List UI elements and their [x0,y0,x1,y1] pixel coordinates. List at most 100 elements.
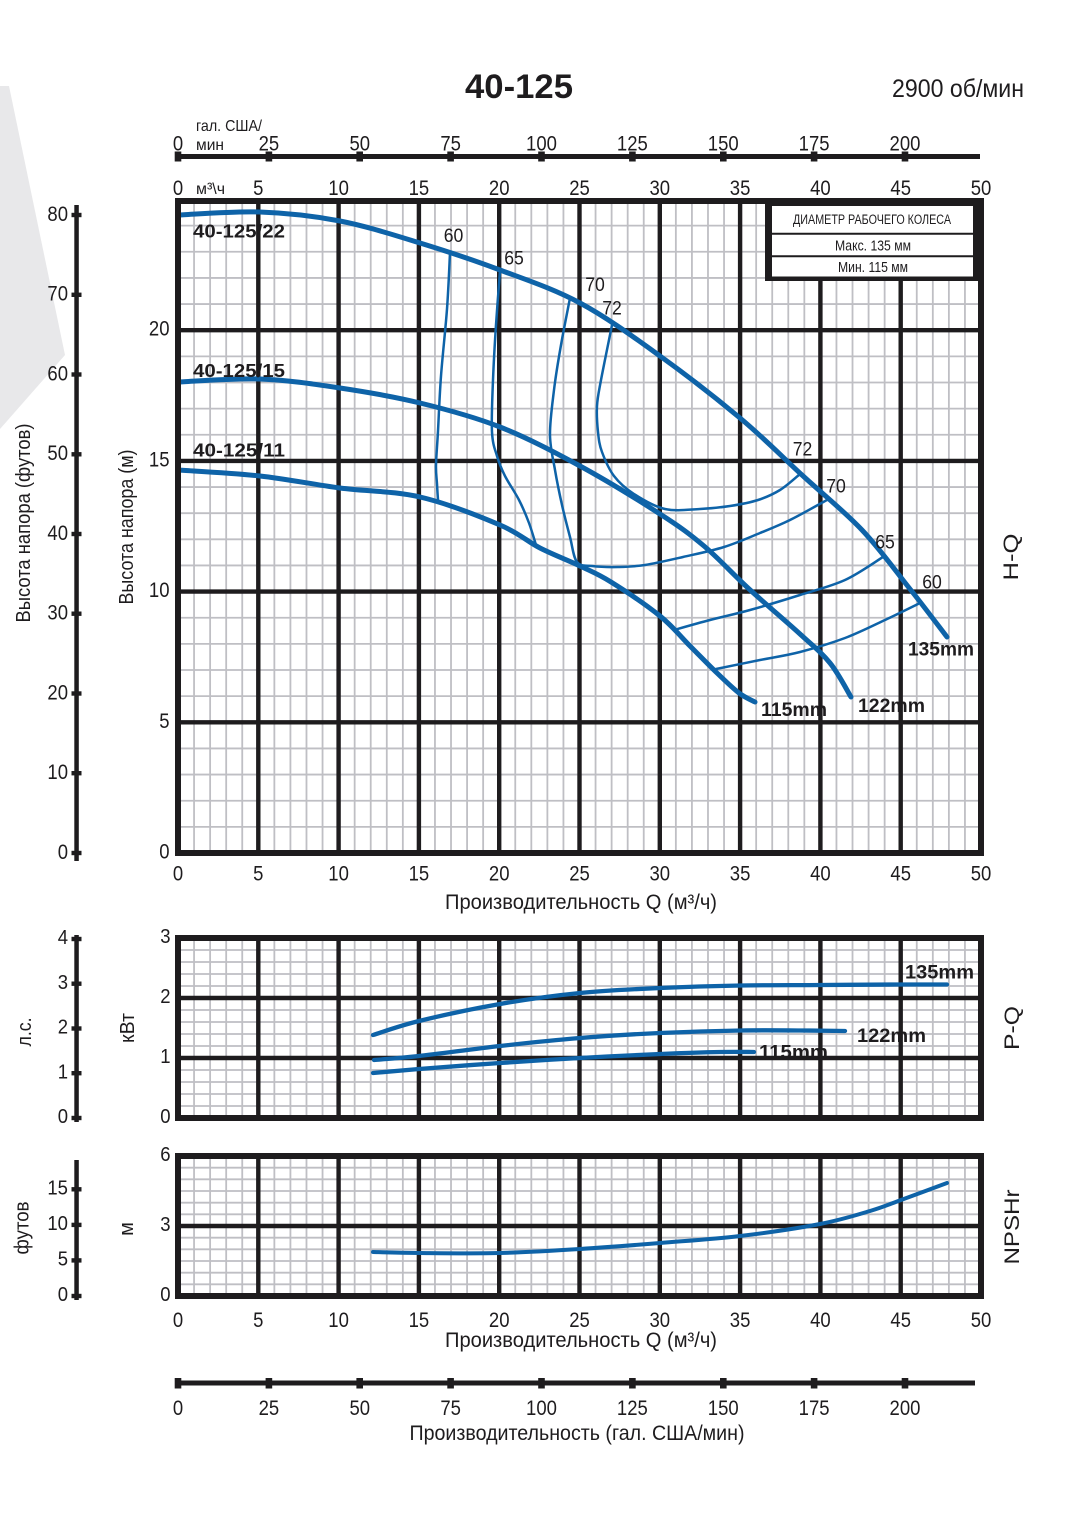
svg-text:м: м [116,1222,138,1236]
svg-text:175: 175 [799,1396,830,1420]
svg-text:Макс. 135 мм: Макс. 135 мм [835,238,911,255]
svg-text:125: 125 [617,132,648,156]
svg-text:20: 20 [149,317,170,341]
svg-text:70: 70 [826,477,846,498]
svg-text:15: 15 [409,1308,430,1332]
svg-text:200: 200 [890,1396,921,1420]
svg-text:40: 40 [810,1308,831,1332]
svg-text:30: 30 [47,601,68,625]
svg-text:30: 30 [650,1308,671,1332]
svg-text:25: 25 [259,132,280,156]
svg-text:100: 100 [526,1396,557,1420]
svg-text:5: 5 [253,1308,263,1332]
svg-text:Высота напора (футов): Высота напора (футов) [13,424,35,623]
svg-text:10: 10 [47,1212,68,1235]
svg-text:15: 15 [409,862,430,886]
svg-text:Производительность (гал. США/м: Производительность (гал. США/мин) [410,1422,745,1445]
svg-text:H-Q: H-Q [1000,534,1023,581]
svg-text:25: 25 [259,1396,280,1420]
svg-text:20: 20 [489,1308,510,1332]
svg-text:0: 0 [173,1396,183,1420]
svg-text:10: 10 [328,1308,349,1332]
svg-text:NPSHr: NPSHr [1001,1189,1024,1264]
svg-text:5: 5 [253,176,263,200]
svg-text:P-Q: P-Q [1001,1006,1024,1050]
svg-text:5: 5 [253,862,263,886]
svg-text:3: 3 [58,971,68,994]
svg-text:135mm: 135mm [905,963,974,984]
svg-text:3: 3 [160,925,170,948]
svg-text:0: 0 [173,132,183,156]
svg-text:65: 65 [875,533,895,554]
svg-text:115mm: 115mm [759,1043,828,1064]
svg-text:4: 4 [58,926,68,949]
svg-text:25: 25 [569,176,590,200]
svg-text:0: 0 [173,176,183,200]
svg-text:л.с.: л.с. [14,1018,36,1047]
svg-text:70: 70 [47,282,68,306]
svg-text:50: 50 [47,441,68,465]
svg-text:35: 35 [730,176,751,200]
svg-text:40: 40 [810,862,831,886]
svg-text:150: 150 [708,132,739,156]
svg-text:Высота напора (м): Высота напора (м) [116,450,138,605]
svg-text:0: 0 [159,840,169,864]
svg-text:65: 65 [504,249,524,270]
svg-text:20: 20 [489,176,510,200]
svg-text:0: 0 [58,1283,68,1306]
svg-text:30: 30 [650,176,671,200]
svg-text:50: 50 [971,862,992,886]
svg-text:2: 2 [160,985,170,1008]
svg-text:35: 35 [730,862,751,886]
svg-text:3: 3 [160,1213,170,1236]
svg-text:10: 10 [328,176,349,200]
svg-text:0: 0 [160,1283,170,1306]
svg-text:25: 25 [569,862,590,886]
svg-text:40-125: 40-125 [465,68,573,106]
svg-text:Производительность Q (м³/ч): Производительность Q (м³/ч) [445,1329,717,1352]
svg-text:20: 20 [47,680,68,704]
svg-text:Производительность Q (м³/ч): Производительность Q (м³/ч) [445,891,717,914]
svg-text:60: 60 [444,226,464,247]
svg-text:10: 10 [328,862,349,886]
svg-text:0: 0 [58,1105,68,1128]
svg-text:75: 75 [440,132,461,156]
svg-text:45: 45 [890,1308,911,1332]
svg-text:2: 2 [58,1016,68,1039]
svg-text:м³\ч: м³\ч [196,181,225,198]
svg-text:125: 125 [617,1396,648,1420]
svg-text:0: 0 [173,1308,183,1332]
svg-text:ДИАМЕТР РАБОЧЕГО КОЛЕСА: ДИАМЕТР РАБОЧЕГО КОЛЕСА [793,212,951,227]
svg-text:15: 15 [409,176,430,200]
svg-text:35: 35 [730,1308,751,1332]
svg-text:122mm: 122mm [858,696,925,717]
svg-text:1: 1 [58,1060,68,1083]
svg-text:футов: футов [12,1202,34,1255]
svg-text:40: 40 [810,176,831,200]
svg-text:40: 40 [47,521,68,545]
svg-text:75: 75 [440,1396,461,1420]
svg-text:40-125/15: 40-125/15 [193,361,285,381]
svg-text:50: 50 [349,132,370,156]
svg-text:175: 175 [799,132,830,156]
svg-text:15: 15 [47,1177,68,1200]
svg-text:0: 0 [173,862,183,886]
svg-text:60: 60 [922,573,942,594]
svg-text:0: 0 [160,1105,170,1128]
svg-text:15: 15 [149,447,170,471]
svg-text:10: 10 [149,578,170,602]
svg-text:200: 200 [890,132,921,156]
svg-text:6: 6 [160,1143,170,1166]
svg-text:25: 25 [569,1308,590,1332]
svg-text:кВт: кВт [117,1013,139,1043]
svg-text:50: 50 [971,1308,992,1332]
svg-text:мин: мин [196,137,224,154]
svg-text:40-125/11: 40-125/11 [193,441,285,461]
svg-text:0: 0 [58,840,68,864]
svg-text:1: 1 [160,1045,170,1068]
svg-text:5: 5 [58,1248,68,1271]
svg-text:2900 об/мин: 2900 об/мин [892,75,1024,103]
svg-text:80: 80 [47,202,68,226]
svg-text:115mm: 115mm [761,700,827,721]
svg-text:30: 30 [650,862,671,886]
